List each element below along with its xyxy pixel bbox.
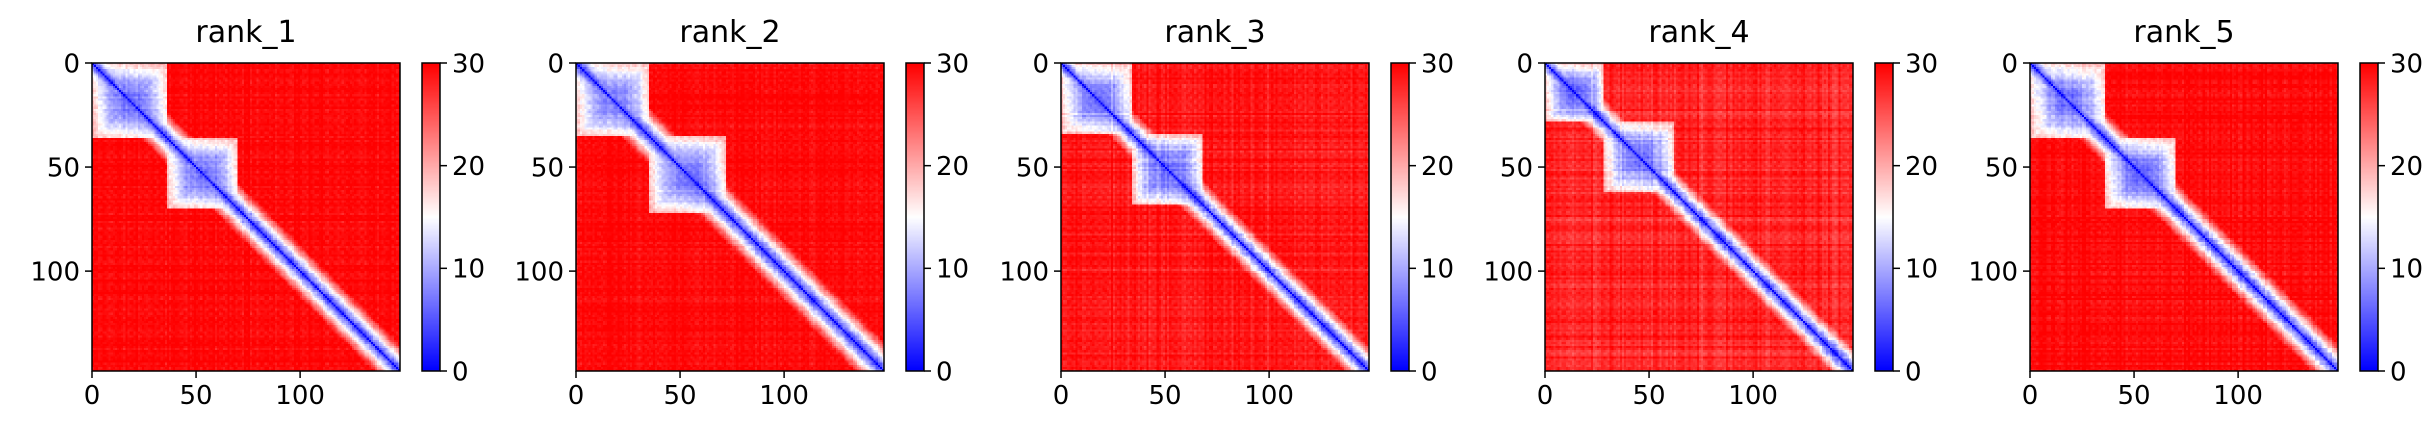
y-tick-label: 50	[1016, 153, 1049, 183]
colorbar-frame	[2359, 62, 2379, 372]
y-tick-label: 50	[1500, 153, 1533, 183]
x-tick-label: 100	[2213, 381, 2263, 411]
y-tick-label: 100	[30, 257, 80, 287]
y-tick-label: 100	[1968, 257, 2018, 287]
y-tick-label: 100	[1483, 257, 1533, 287]
colorbar	[906, 63, 924, 371]
colorbar-tick-label: 30	[2390, 49, 2423, 79]
panel-title: rank_5	[2133, 15, 2234, 50]
y-tick-label: 100	[514, 257, 564, 287]
colorbar-tick-label: 0	[452, 357, 469, 387]
colorbar-tick-label: 10	[2390, 255, 2423, 285]
x-tick-label: 50	[1149, 381, 1182, 411]
colorbar-tick-label: 10	[452, 255, 485, 285]
colorbar-tick-label: 20	[1421, 152, 1454, 182]
colorbar-tick-label: 0	[1421, 357, 1438, 387]
colorbar-tick-label: 30	[452, 49, 485, 79]
colorbar-tick-label: 0	[936, 357, 953, 387]
colorbar-tick-label: 20	[452, 152, 485, 182]
panel-4: rank_4 0 50 100 0 50 100 0 10 20 30	[1483, 15, 1938, 411]
colorbar-tick-label: 0	[2390, 357, 2407, 387]
colorbar-tick-label: 10	[1421, 255, 1454, 285]
colorbar-tick-label: 30	[1421, 49, 1454, 79]
heatmap-image	[92, 63, 400, 371]
colorbar	[2360, 63, 2378, 371]
panel-5: rank_5 0 50 100 0 50 100 0 10 20 30	[1968, 15, 2423, 411]
x-tick-label: 0	[1537, 381, 1554, 411]
colorbar-tick-label: 20	[936, 152, 969, 182]
heatmap-frame	[1060, 62, 1370, 372]
x-tick-label: 50	[2118, 381, 2151, 411]
colorbar	[1875, 63, 1893, 371]
colorbar-tick-label: 20	[2390, 152, 2423, 182]
x-tick-label: 50	[664, 381, 697, 411]
heatmap-frame	[575, 62, 885, 372]
colorbar	[1391, 63, 1409, 371]
colorbar-tick-label: 30	[1905, 49, 1938, 79]
x-tick-label: 0	[2022, 381, 2039, 411]
x-tick-label: 100	[1728, 381, 1778, 411]
x-tick-label: 50	[180, 381, 213, 411]
colorbar-tick-label: 0	[1905, 357, 1922, 387]
colorbar	[422, 63, 440, 371]
colorbar-tick-label: 10	[936, 255, 969, 285]
colorbar-tick-label: 30	[936, 49, 969, 79]
heatmap-frame	[1544, 62, 1854, 372]
colorbar-tick-label: 10	[1905, 255, 1938, 285]
y-tick-label: 0	[2001, 49, 2018, 79]
y-tick-label: 0	[1032, 49, 1049, 79]
heatmap-image	[1061, 63, 1369, 371]
y-tick-label: 50	[531, 153, 564, 183]
heatmap-image	[1545, 63, 1853, 371]
heatmap-frame	[2029, 62, 2339, 372]
x-tick-label: 100	[275, 381, 325, 411]
y-tick-label: 50	[47, 153, 80, 183]
panel-title: rank_3	[1164, 15, 1265, 50]
x-tick-label: 0	[84, 381, 101, 411]
x-tick-label: 100	[1244, 381, 1294, 411]
y-tick-label: 0	[1516, 49, 1533, 79]
y-tick-label: 0	[547, 49, 564, 79]
y-tick-label: 100	[999, 257, 1049, 287]
x-tick-label: 50	[1633, 381, 1666, 411]
heatmap-image	[2030, 63, 2338, 371]
colorbar-frame	[1390, 62, 1410, 372]
heatmap-image	[576, 63, 884, 371]
colorbar-frame	[905, 62, 925, 372]
panel-3: rank_3 0 50 100 0 50 100 0 10 20 30	[999, 15, 1454, 411]
y-tick-label: 50	[1985, 153, 2018, 183]
x-tick-label: 100	[759, 381, 809, 411]
colorbar-tick-label: 20	[1905, 152, 1938, 182]
panel-1: rank_1 0 50 100 0 50 100 0 10 20 30	[30, 15, 485, 411]
heatmap-frame	[91, 62, 401, 372]
x-tick-label: 0	[1053, 381, 1070, 411]
panel-title: rank_1	[195, 15, 296, 50]
y-tick-label: 0	[63, 49, 80, 79]
panel-2: rank_2 0 50 100 0 50 100 0 10 20 30	[514, 15, 969, 411]
panel-title: rank_4	[1648, 15, 1749, 50]
x-tick-label: 0	[568, 381, 585, 411]
panel-title: rank_2	[679, 15, 780, 50]
colorbar-frame	[1874, 62, 1894, 372]
colorbar-frame	[421, 62, 441, 372]
